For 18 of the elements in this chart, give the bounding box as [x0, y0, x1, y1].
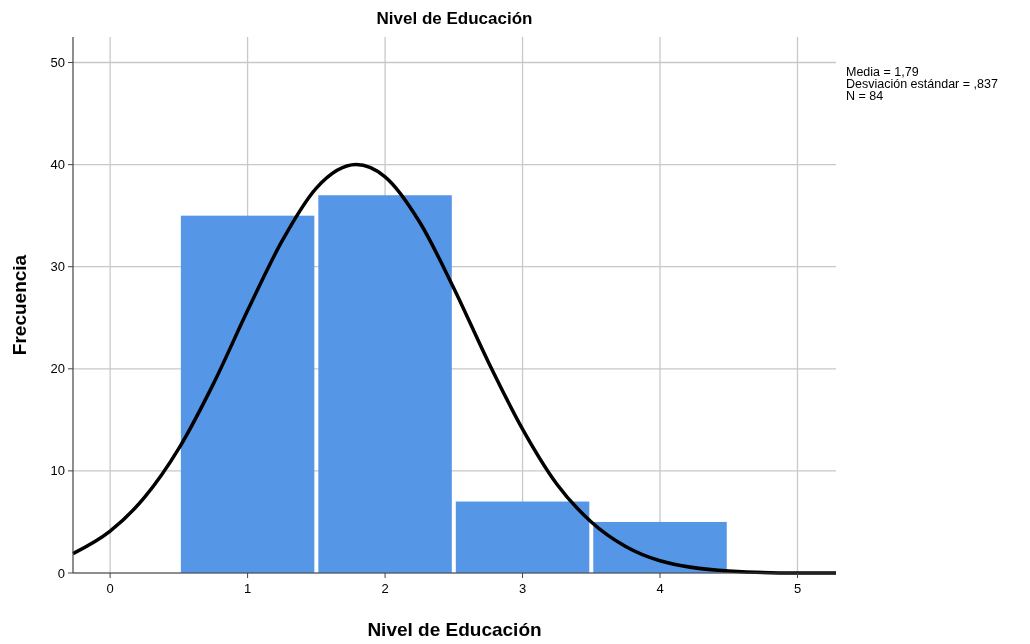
- x-tick-label: 3: [518, 581, 527, 596]
- y-tick-label: 50: [50, 55, 65, 71]
- y-tick-label: 0: [57, 565, 65, 581]
- y-axis-title: Frecuencia: [9, 254, 30, 356]
- x-tick-label: 4: [656, 581, 664, 596]
- text: Desviación estándar = ,837: [846, 77, 998, 91]
- x-tick-label: 0: [106, 581, 114, 596]
- text: N = 84: [846, 89, 884, 103]
- x-tick-label: 5: [793, 581, 802, 596]
- x-tick-label: 1: [243, 581, 252, 596]
- y-tick-label: 30: [50, 259, 65, 275]
- y-tick-label: 40: [50, 157, 65, 173]
- y-tick-label: 20: [50, 361, 65, 377]
- text: Media = 1,79: [846, 65, 919, 79]
- x-tick-label: 2: [381, 581, 389, 596]
- chart-title: Nivel de Educación: [376, 9, 533, 28]
- y-tick-label: 10: [50, 463, 65, 479]
- x-axis-title: Nivel de Educación: [367, 619, 542, 640]
